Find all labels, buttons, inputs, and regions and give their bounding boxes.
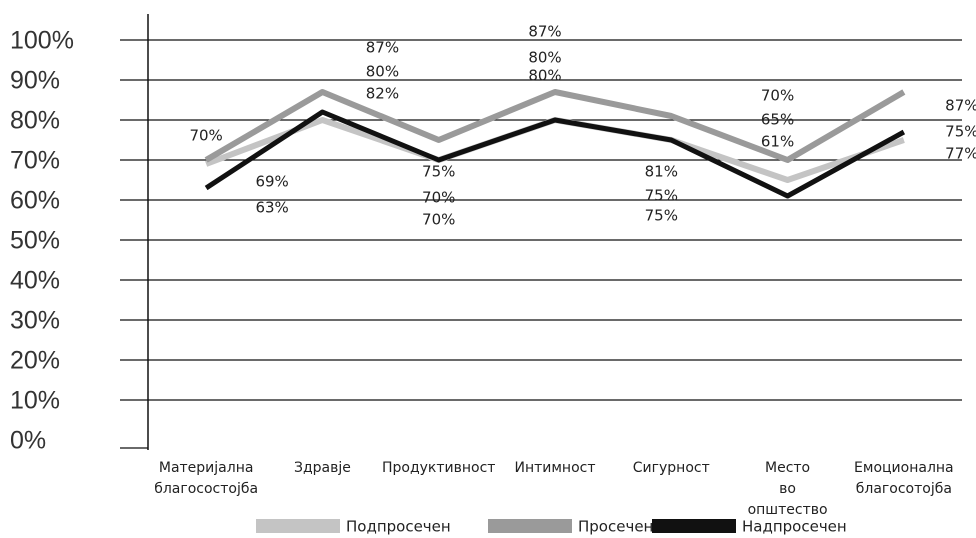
data-label: 87% <box>366 39 399 57</box>
data-label: 70% <box>189 127 222 145</box>
data-label: 70% <box>761 87 794 105</box>
legend-label: Подпросечен <box>346 518 451 536</box>
x-tick-label-line: во <box>779 481 796 497</box>
y-tick-label: 60% <box>10 187 60 215</box>
series-line <box>204 89 906 163</box>
data-label: 65% <box>761 111 794 129</box>
x-tick-label-line: благосотојба <box>856 481 952 497</box>
x-tick-label-line: Материјална <box>159 460 254 476</box>
x-tick-label: Продуктивност <box>382 460 495 476</box>
y-tick-label: 40% <box>10 267 60 295</box>
data-label: 70% <box>422 211 455 229</box>
x-tick-label-line: Емоционална <box>854 460 954 476</box>
y-tick-label: 100% <box>10 27 74 55</box>
data-label: 75% <box>945 123 976 141</box>
x-tick-label: Здравје <box>294 460 351 476</box>
y-tick-label: 0% <box>10 427 46 455</box>
legend-label: Просечен <box>578 518 653 536</box>
x-tick-label-line: благосостојба <box>154 481 258 497</box>
series-line <box>204 109 906 199</box>
data-label: 80% <box>528 49 561 67</box>
data-label: 70% <box>422 189 455 207</box>
x-tick-label: Материјална благосостојба <box>154 460 258 497</box>
data-label: 80% <box>366 63 399 81</box>
data-label: 75% <box>645 187 678 205</box>
legend-swatch <box>652 519 736 533</box>
data-label: 87% <box>945 97 976 115</box>
data-label: 81% <box>645 163 678 181</box>
y-tick-label: 20% <box>10 347 60 375</box>
data-label: 77% <box>945 145 976 163</box>
y-tick-label: 50% <box>10 227 60 255</box>
x-tick-label: Сигурност <box>633 460 710 476</box>
x-tick-label: Емоционална благосотојба <box>854 460 954 497</box>
y-tick-label: 30% <box>10 307 60 335</box>
x-tick-label-line: општество <box>748 502 828 518</box>
data-label: 63% <box>255 199 288 217</box>
legend-label: Надпросечен <box>742 518 847 536</box>
data-label: 87% <box>528 23 561 41</box>
y-tick-label: 90% <box>10 67 60 95</box>
y-tick-label: 70% <box>10 147 60 175</box>
data-label: 69% <box>255 173 288 191</box>
data-label: 80% <box>528 67 561 85</box>
x-tick-label: Интимност <box>514 460 595 476</box>
data-label: 61% <box>761 133 794 151</box>
legend-swatch <box>256 519 340 533</box>
y-tick-label: 10% <box>10 387 60 415</box>
data-label: 75% <box>645 207 678 225</box>
data-label: 82% <box>366 85 399 103</box>
data-label: 75% <box>422 163 455 181</box>
x-tick-label-line: Место <box>765 460 810 476</box>
x-tick-label: Место во општество <box>748 460 828 518</box>
y-tick-label: 80% <box>10 107 60 135</box>
legend-swatch <box>488 519 572 533</box>
